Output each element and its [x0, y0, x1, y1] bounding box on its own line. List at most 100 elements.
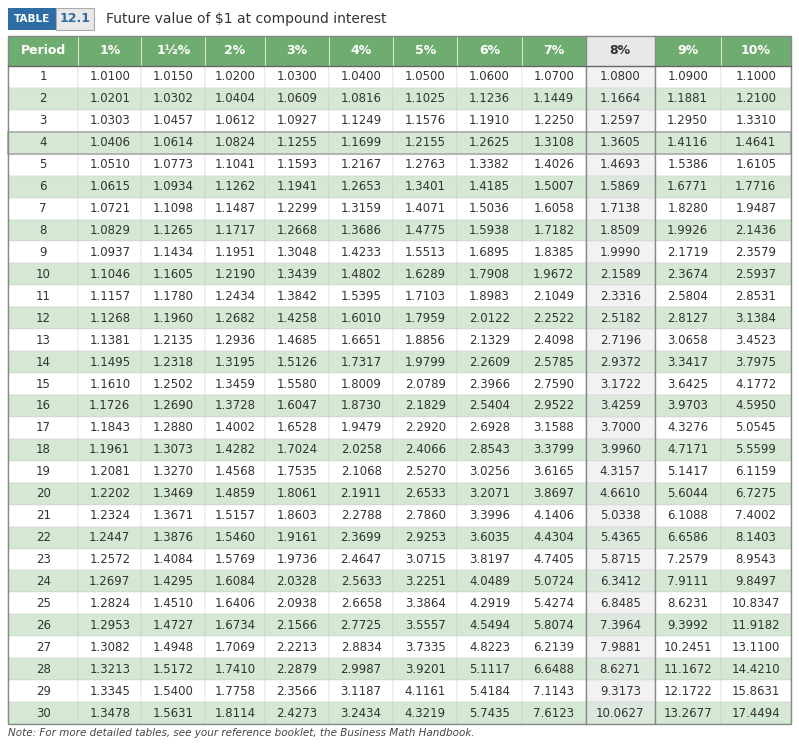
Bar — [8, 220, 78, 242]
Text: 1.3082: 1.3082 — [89, 640, 130, 654]
Bar — [522, 702, 586, 724]
Text: 2.1829: 2.1829 — [405, 400, 446, 412]
Bar — [205, 351, 264, 373]
Bar — [78, 658, 141, 680]
Bar — [264, 702, 329, 724]
Text: 2.5404: 2.5404 — [469, 400, 510, 412]
Text: 3.3799: 3.3799 — [533, 443, 574, 456]
Text: 18: 18 — [36, 443, 50, 456]
Bar — [8, 373, 78, 395]
Bar — [522, 176, 586, 197]
Bar — [264, 220, 329, 242]
Text: 1.7069: 1.7069 — [214, 640, 256, 654]
Bar — [141, 110, 205, 132]
Text: 4.4304: 4.4304 — [533, 531, 574, 544]
Text: 3.1588: 3.1588 — [534, 422, 574, 434]
Text: 1.5460: 1.5460 — [215, 531, 256, 544]
Text: 1.5631: 1.5631 — [153, 706, 193, 719]
Text: 1.4084: 1.4084 — [153, 553, 193, 566]
Text: 1.3401: 1.3401 — [405, 180, 446, 194]
Text: 1.2597: 1.2597 — [600, 114, 641, 128]
Bar — [78, 263, 141, 285]
Bar — [458, 658, 522, 680]
Text: 1.0300: 1.0300 — [276, 70, 317, 83]
Text: 2.7590: 2.7590 — [533, 377, 574, 391]
Bar — [264, 242, 329, 263]
Bar — [78, 110, 141, 132]
Text: 1.2434: 1.2434 — [214, 290, 256, 303]
Bar — [522, 66, 586, 88]
Bar — [141, 197, 205, 220]
Bar — [721, 592, 791, 614]
Bar — [329, 658, 393, 680]
Text: 2.6928: 2.6928 — [469, 422, 510, 434]
Bar — [329, 132, 393, 154]
Bar — [264, 197, 329, 220]
Text: 1.5007: 1.5007 — [533, 180, 574, 194]
Text: 2.1911: 2.1911 — [340, 488, 382, 500]
Text: 1.1000: 1.1000 — [735, 70, 776, 83]
Text: 1.6734: 1.6734 — [214, 619, 256, 632]
Text: 5.8074: 5.8074 — [533, 619, 574, 632]
Bar — [141, 592, 205, 614]
Bar — [78, 505, 141, 526]
Text: 1.1910: 1.1910 — [469, 114, 510, 128]
Bar — [78, 460, 141, 483]
Bar — [141, 439, 205, 460]
Text: 15.8631: 15.8631 — [732, 685, 780, 698]
Bar — [522, 636, 586, 658]
Bar — [654, 614, 721, 636]
Text: 3.6035: 3.6035 — [469, 531, 510, 544]
Text: 1.2318: 1.2318 — [153, 356, 193, 368]
Bar — [522, 36, 586, 66]
Bar — [393, 505, 458, 526]
Text: 1.7410: 1.7410 — [214, 663, 256, 676]
Bar — [458, 242, 522, 263]
Bar — [329, 548, 393, 571]
Text: 7.9881: 7.9881 — [600, 640, 641, 654]
Text: 1.8603: 1.8603 — [276, 509, 317, 522]
Bar — [458, 308, 522, 329]
Bar — [8, 636, 78, 658]
Text: 1.1262: 1.1262 — [214, 180, 256, 194]
Text: 1.2155: 1.2155 — [405, 136, 446, 149]
Text: 2.1049: 2.1049 — [533, 290, 574, 303]
Bar — [721, 439, 791, 460]
Bar — [586, 36, 654, 66]
Text: 3.4259: 3.4259 — [600, 400, 641, 412]
Bar — [721, 197, 791, 220]
Text: 7.3964: 7.3964 — [600, 619, 641, 632]
Bar — [522, 220, 586, 242]
Text: 2.8531: 2.8531 — [735, 290, 776, 303]
Text: 3: 3 — [39, 114, 47, 128]
Text: 1.0400: 1.0400 — [340, 70, 382, 83]
Text: 2.5804: 2.5804 — [667, 290, 708, 303]
Text: 1.4693: 1.4693 — [600, 158, 641, 171]
Text: 12.1722: 12.1722 — [663, 685, 712, 698]
Bar — [141, 154, 205, 176]
Bar — [264, 308, 329, 329]
Bar — [721, 132, 791, 154]
Text: 11: 11 — [36, 290, 50, 303]
Text: 1.5157: 1.5157 — [215, 509, 256, 522]
Text: 1.1843: 1.1843 — [89, 422, 130, 434]
Bar — [721, 702, 791, 724]
Bar — [586, 88, 654, 109]
Bar — [393, 110, 458, 132]
Text: 1.8730: 1.8730 — [340, 400, 382, 412]
Bar — [264, 373, 329, 395]
Bar — [586, 154, 654, 176]
Bar — [458, 36, 522, 66]
Bar — [205, 505, 264, 526]
Text: 4.1772: 4.1772 — [735, 377, 777, 391]
Text: 4.3219: 4.3219 — [405, 706, 446, 719]
Bar — [141, 351, 205, 373]
Bar — [329, 373, 393, 395]
Bar — [8, 176, 78, 197]
Bar — [522, 505, 586, 526]
Bar — [8, 614, 78, 636]
Bar — [654, 154, 721, 176]
Text: 6.1088: 6.1088 — [667, 509, 708, 522]
Bar — [458, 505, 522, 526]
Text: 1.4295: 1.4295 — [153, 575, 194, 588]
